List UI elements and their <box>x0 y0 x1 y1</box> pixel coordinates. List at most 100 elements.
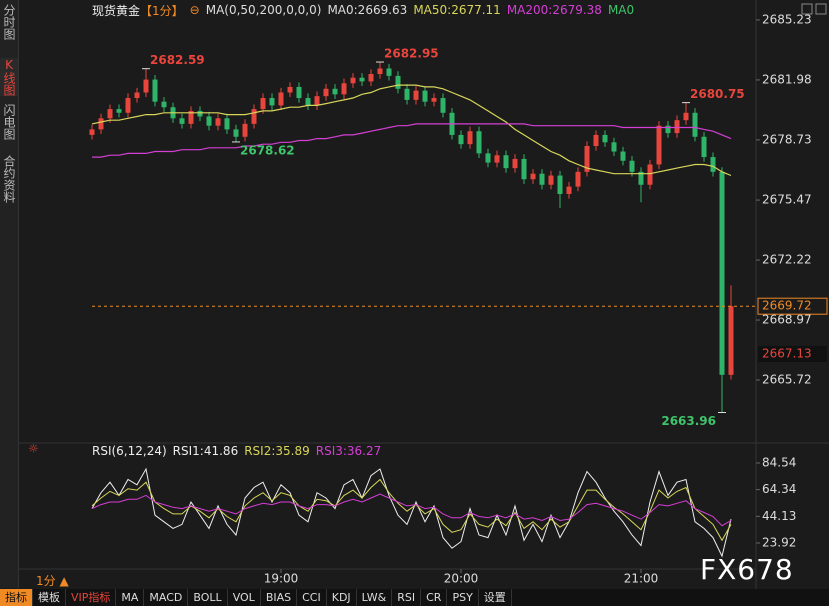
y-tick-label: 2665.72 <box>762 373 812 387</box>
candle-body <box>548 175 554 185</box>
toolbar-button[interactable]: VOL <box>228 589 261 606</box>
x-tick-label: 19:00 <box>264 572 299 586</box>
candle-body <box>377 68 383 75</box>
candle-body <box>260 98 266 110</box>
tab-active[interactable]: K线图 <box>0 58 18 96</box>
candle-body <box>728 306 734 375</box>
candle-body <box>629 160 635 172</box>
candle-body <box>701 136 707 158</box>
candle-body <box>197 110 203 117</box>
candle-body <box>395 75 401 89</box>
legend-entry: MA0 <box>607 3 635 17</box>
candle-body <box>512 158 518 169</box>
candle-body <box>134 92 140 99</box>
toolbar-button[interactable]: BOLL <box>188 589 228 606</box>
settings-icon[interactable]: ☼ <box>28 442 39 456</box>
candle-body <box>620 151 626 161</box>
marker-price-label: 2667.13 <box>762 346 812 360</box>
candle-body <box>566 186 572 194</box>
toolbar-button[interactable]: RSI <box>392 589 422 606</box>
candle-body <box>476 131 482 154</box>
toolbar-button[interactable]: CCI <box>297 589 327 606</box>
toolbar-button[interactable]: 设置 <box>479 589 512 606</box>
candle-body <box>602 134 608 143</box>
toolbar-button[interactable]: MA <box>116 589 145 606</box>
candle-body <box>647 164 653 185</box>
candle-body <box>242 123 248 137</box>
candle-body <box>683 112 689 121</box>
candle-body <box>710 157 716 172</box>
candle-body <box>98 118 104 130</box>
y-tick-label: 2668.97 <box>762 313 812 327</box>
toolbar-button[interactable]: KDJ <box>327 589 357 606</box>
candle-body <box>494 155 500 163</box>
ma-line <box>92 123 732 158</box>
y-tick-label: 2675.47 <box>762 193 812 207</box>
candle-body <box>305 98 311 106</box>
legend-entry: MA0:2669.63 <box>327 3 408 17</box>
candle-body <box>116 109 122 113</box>
rsi-line <box>91 478 732 542</box>
toolbar-button[interactable]: 模板 <box>33 589 66 606</box>
candle-body <box>440 98 446 113</box>
period[interactable]: 【1分】 <box>140 3 184 18</box>
toolbar-button[interactable]: MACD <box>144 589 189 606</box>
candle-body <box>206 116 212 126</box>
candle-body <box>107 109 113 119</box>
tab[interactable]: 闪电图 <box>2 104 16 140</box>
candle-body <box>278 92 284 106</box>
y-tick-label: 2678.73 <box>762 132 812 146</box>
toolbar: 指标 模板 VIP指标 MA MACD BOLL VOL BIAS CCI KDJ LW& RSI CR… <box>0 589 829 606</box>
legend-entry: RSI3:36.27 <box>315 444 382 458</box>
candle-body <box>287 86 293 93</box>
y-tick-label: 64.34 <box>762 482 796 496</box>
candle-body <box>215 118 221 126</box>
candle-body <box>251 109 257 124</box>
marker-price-box <box>758 345 827 362</box>
candle-body <box>179 118 185 124</box>
x-tick-label: 21:00 <box>624 572 659 586</box>
y-tick-label: 2681.98 <box>762 72 812 86</box>
extreme-label: 2663.96 <box>661 414 716 428</box>
collapse-icon[interactable]: ⊖ <box>189 3 200 17</box>
candle-body <box>143 79 149 93</box>
watermark: FX678 <box>700 553 794 586</box>
y-tick-label: 44.13 <box>762 509 796 523</box>
candle-body <box>719 171 725 375</box>
candle-body <box>467 131 473 145</box>
rsi-header: RSI(6,12,24) RSI1:41.86 RSI2:35.89 RSI3:36… <box>92 443 381 459</box>
y-tick-label: 23.92 <box>762 536 796 550</box>
candle-body <box>584 146 590 172</box>
toolbar-button[interactable]: LW& <box>357 589 393 606</box>
toolbar-button[interactable]: 指标 <box>0 589 33 606</box>
tab[interactable]: 合约资料 <box>2 155 16 203</box>
candle-body <box>368 74 374 82</box>
y-tick-label: 2672.22 <box>762 253 812 267</box>
candle-body <box>692 112 698 137</box>
candle-body <box>656 125 662 165</box>
toolbar-button[interactable]: BIAS <box>261 589 298 606</box>
period-button[interactable]: 1分 ▲ <box>36 574 69 588</box>
extreme-label: 2682.95 <box>384 47 439 61</box>
toolbar-button[interactable]: CR <box>421 589 448 606</box>
toolbar-button[interactable]: PSY <box>447 589 479 606</box>
tab[interactable]: 分时图 <box>2 4 16 40</box>
sidebar: 分时图 K线图 闪电图 合约资料 <box>0 0 19 588</box>
candle-body <box>422 90 428 102</box>
candle-body <box>161 101 167 108</box>
candle-body <box>521 158 527 180</box>
candle-body <box>539 173 545 185</box>
ma-line <box>91 84 732 177</box>
extreme-label: 2680.75 <box>690 87 745 101</box>
legend-entry: MA50:2677.11 <box>413 3 501 17</box>
candle-body <box>224 118 230 130</box>
candle-body <box>125 98 131 113</box>
last-price-box <box>757 297 828 315</box>
chart: ☼ 2685.23 2681.98 2678.73 2675.47 2672.22 266… <box>18 0 829 589</box>
candle-body <box>341 83 347 95</box>
candle-body <box>674 120 680 134</box>
toolbar-button[interactable]: VIP指标 <box>66 589 117 606</box>
indicator-title: RSI(6,12,24) <box>92 444 167 458</box>
icon[interactable] <box>815 3 827 15</box>
icon[interactable] <box>801 3 813 15</box>
